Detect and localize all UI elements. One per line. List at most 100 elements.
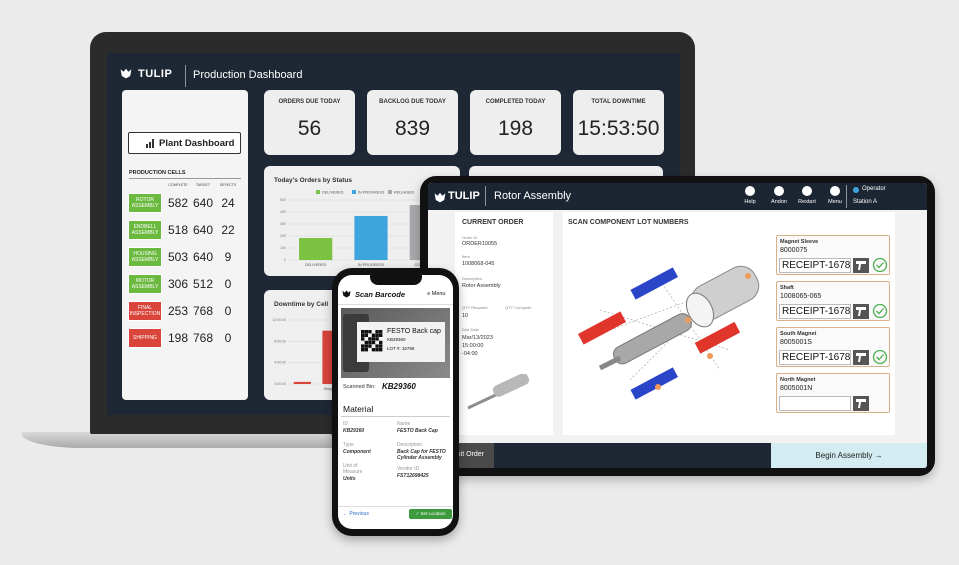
scanner-shape	[856, 307, 866, 316]
qr-cell	[375, 348, 379, 352]
legend-label: RELEASED	[394, 191, 415, 195]
icon-bar	[146, 144, 148, 148]
qr-cell	[361, 344, 365, 348]
phone-title: Scan Barcode	[355, 290, 406, 299]
scan-heading: SCAN COMPONENT LOT NUMBERS	[568, 219, 689, 226]
tablet-header	[428, 183, 927, 210]
qr-cell	[364, 333, 368, 337]
check-icon	[872, 257, 888, 273]
logo-shape	[342, 290, 351, 298]
y-tick-label: 300	[280, 222, 286, 226]
cell-value: 0	[224, 277, 232, 291]
cell-value: 9	[224, 250, 232, 264]
scanned-value: KB29360	[382, 382, 416, 391]
check-icon	[872, 303, 888, 319]
barcode-photo: FESTO Back cap KB29360 LOT #: 16786	[341, 308, 450, 378]
kpi-card: BACKLOG DUE TODAY 839	[367, 90, 458, 155]
component-box: Shaft 1008065-065 RECEIPT-16786	[776, 281, 890, 321]
y-tick-label: 400	[280, 210, 286, 214]
qr-cell	[375, 337, 379, 341]
receipt-input[interactable]: RECEIPT-16786	[779, 350, 851, 365]
scan-button[interactable]	[853, 350, 869, 365]
cells-column-head: COMPLETE	[168, 183, 188, 187]
begin-assembly-button[interactable]: Begin Assembly →	[771, 443, 927, 468]
cell-name-box: FINAL INSPECTION	[128, 301, 162, 321]
qr-cell	[364, 340, 368, 345]
nav-icon[interactable]	[745, 186, 755, 196]
component-id: 8005001N	[780, 385, 813, 392]
tulip-logo	[434, 192, 446, 203]
nav-icon[interactable]	[802, 186, 812, 196]
sleeve-end	[685, 292, 715, 328]
y-tick-label: 500	[280, 198, 286, 202]
icon-bar	[152, 139, 154, 148]
cell-value: 306	[167, 277, 189, 291]
assembly-diagram	[577, 265, 760, 400]
qr-cell	[368, 337, 372, 341]
scan-button[interactable]	[853, 304, 869, 319]
component-name: Shaft	[780, 285, 794, 291]
label-text: LOT #: 16786	[387, 346, 415, 351]
qr-cell	[379, 333, 383, 337]
receipt-input[interactable]	[779, 396, 851, 411]
cell-value: 253	[167, 304, 189, 318]
chart-title: Downtime by Cell	[274, 301, 328, 308]
kpi-value: 839	[394, 117, 431, 140]
check-circle	[872, 257, 888, 273]
qr-cell	[368, 340, 372, 345]
component-name: Magnet Sleeve	[780, 239, 819, 245]
set-location-label: ✓ Set Location	[415, 511, 446, 516]
dashboard-title: Production Dashboard	[193, 69, 303, 81]
blue-magnet	[630, 267, 679, 300]
nav-label[interactable]: Menu	[828, 199, 842, 205]
nav-label[interactable]: Help	[744, 199, 756, 205]
receipt-input[interactable]: RECEIPT-16786	[779, 304, 851, 319]
cell-name: HOUSING ASSEMBLY	[131, 251, 159, 263]
cells-column-head: TARGET	[196, 183, 210, 187]
kpi-card: ORDERS DUE TODAY 56	[264, 90, 355, 155]
scanner-shape	[856, 353, 866, 362]
nav-label[interactable]: Restart	[798, 199, 816, 205]
chart-title: Today's Orders by Status	[274, 177, 352, 184]
material-rule	[341, 416, 450, 417]
nav-icon[interactable]	[830, 186, 840, 196]
field-value: Back Cap for FESTO Cylinder Assembly	[397, 449, 446, 461]
scanner-icon	[856, 353, 866, 362]
field-label: Due Date	[462, 327, 479, 332]
qr-cell	[371, 337, 376, 341]
qr-cell	[361, 333, 365, 337]
kpi-label: COMPLETED TODAY	[485, 99, 546, 105]
label-text: FESTO Back cap	[387, 328, 441, 335]
scan-button[interactable]	[853, 258, 869, 273]
plant-dashboard-button[interactable]: Plant Dashboard	[128, 132, 241, 154]
cell-value: 582	[167, 196, 189, 210]
x-tick-label: DELIVERED	[305, 263, 327, 267]
check-mark	[876, 354, 884, 361]
scanner-icon	[856, 307, 866, 316]
field-value: FESTO Back Cap	[397, 428, 438, 434]
plant-dashboard-label: Plant Dashboard	[159, 138, 235, 149]
tablet-screen: TULIP Rotor Assembly Help Andon Restart Menu O…	[428, 183, 927, 468]
set-location-button[interactable]: ✓ Set Location	[409, 509, 452, 519]
nav-icon[interactable]	[774, 186, 784, 196]
field-value: FST12698425	[397, 473, 429, 479]
qr-cell	[371, 340, 376, 345]
scanner-icon	[856, 399, 866, 408]
scan-button[interactable]	[853, 396, 869, 411]
red-magnet	[694, 321, 741, 354]
qr-cell	[368, 330, 372, 334]
shaft-image	[467, 374, 530, 410]
scanner-shape	[856, 261, 866, 270]
component-box: South Magnet 8005001S RECEIPT-16786	[776, 327, 890, 367]
phone-menu[interactable]: ≡ Menu	[427, 291, 446, 297]
legend-swatch	[316, 190, 320, 194]
bar	[293, 381, 311, 384]
tulip-logo	[120, 68, 132, 79]
user-name: Operator	[862, 186, 886, 192]
check-circle	[872, 303, 888, 319]
bar	[354, 215, 388, 260]
nav-label[interactable]: Andon	[771, 199, 787, 205]
receipt-input[interactable]: RECEIPT-16786	[779, 258, 851, 273]
previous-button[interactable]: ← Previous	[343, 511, 369, 517]
component-id: 8005001S	[780, 339, 812, 346]
